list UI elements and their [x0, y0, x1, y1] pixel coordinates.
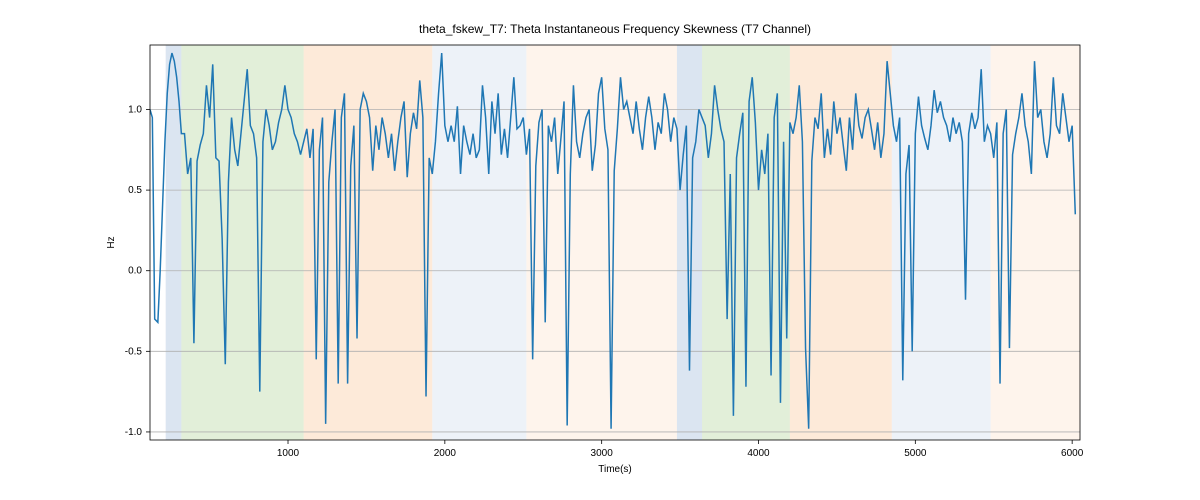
x-tick-label: 3000 [591, 448, 614, 459]
x-axis-label: Time(s) [598, 464, 632, 475]
span-region [991, 45, 1080, 440]
x-tick-label: 4000 [747, 448, 770, 459]
time-series-chart: 1000 2000 3000 4000 5000 6000 -1.0 -0.5 0.0 0.5 1.… [0, 0, 1200, 500]
x-tick-label: 6000 [1061, 448, 1084, 459]
y-axis-label: Hz [106, 236, 117, 248]
y-tick-label: 0.5 [128, 185, 142, 196]
x-tick-label: 5000 [904, 448, 927, 459]
y-tick-label: -1.0 [125, 427, 143, 438]
span-region [181, 45, 303, 440]
span-region [677, 45, 702, 440]
chart-container: 1000 2000 3000 4000 5000 6000 -1.0 -0.5 0.0 0.5 1.… [0, 0, 1200, 500]
x-tick-label: 1000 [277, 448, 300, 459]
chart-title: theta_fskew_T7: Theta Instantaneous Freq… [419, 22, 811, 36]
span-region [526, 45, 677, 440]
x-tick-label: 2000 [434, 448, 457, 459]
y-tick-label: -0.5 [125, 346, 143, 357]
y-tick-label: 0.0 [128, 266, 142, 277]
span-region [304, 45, 433, 440]
span-region [790, 45, 892, 440]
y-tick-label: 1.0 [128, 104, 142, 115]
plot-area: 1000 2000 3000 4000 5000 6000 -1.0 -0.5 0.0 0.5 1.… [106, 22, 1084, 475]
